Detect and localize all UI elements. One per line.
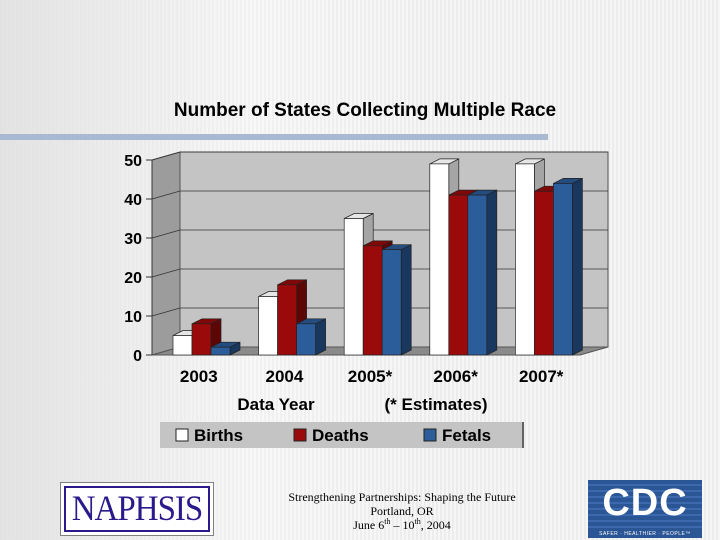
cdc-logo-tagline: SAFER · HEALTHIER · PEOPLE™ — [599, 531, 691, 537]
y-tick-label: 50 — [124, 153, 142, 170]
y-tick-label: 20 — [124, 270, 142, 287]
footer-line-2: Portland, OR — [370, 504, 434, 518]
x-axis-note: (* Estimates) — [385, 395, 488, 414]
bar-fetals-2006-side — [486, 189, 498, 356]
y-tick-label: 40 — [124, 192, 142, 209]
bar-births-2005 — [343, 218, 364, 356]
cdc-logo-text: CDC — [602, 482, 688, 524]
bar-fetals-2005-side — [400, 244, 412, 356]
bar-fetals-2007-side — [572, 177, 583, 356]
bar-fetals-2004 — [296, 323, 316, 356]
footer-caption: Strengthening Partnerships: Shaping the … — [262, 490, 542, 532]
footer-line-3: June 6th – 10th, 2004 — [353, 517, 451, 533]
bar-births-2003 — [172, 335, 193, 356]
gridline — [151, 151, 608, 161]
footer-line-1: Strengthening Partnerships: Shaping the … — [288, 490, 516, 504]
bar-deaths-2005 — [362, 245, 383, 356]
x-tick-label: 2004 — [265, 367, 303, 386]
bar-fetals-2003 — [210, 346, 231, 356]
naphsis-logo: NAPHSIS — [60, 482, 214, 536]
bar-fetals-2004-side — [315, 318, 326, 356]
bar-fetals-2006 — [467, 194, 488, 356]
bar-deaths-2007 — [534, 190, 554, 356]
legend-label-births: Births — [194, 426, 243, 445]
naphsis-logo-text: NAPHSIS — [71, 488, 204, 529]
legend-swatch-deaths — [293, 428, 307, 442]
cdc-logo: CDC SAFER · HEALTHIER · PEOPLE™ — [588, 480, 702, 538]
x-tick-label: 2006* — [433, 367, 478, 386]
plot-side-wall — [151, 151, 181, 356]
legend-swatch-fetals — [423, 428, 437, 442]
bar-deaths-2006 — [448, 194, 469, 356]
bar-fetals-2007 — [553, 183, 573, 356]
bar-births-2007 — [515, 163, 535, 356]
legend-label-fetals: Fetals — [442, 426, 491, 445]
bar-deaths-2004 — [277, 284, 297, 356]
x-tick-label: 2005* — [348, 367, 393, 386]
bar-births-2006 — [429, 163, 450, 356]
bar-fetals-2005 — [381, 249, 402, 356]
y-tick-label: 0 — [133, 348, 142, 365]
y-tick-label: 10 — [124, 309, 142, 326]
y-tick-label: 30 — [124, 231, 142, 248]
legend-swatch-births — [175, 428, 189, 442]
title-underline — [0, 134, 548, 140]
bar-births-2004 — [258, 296, 278, 356]
chart-title: Number of States Collecting Multiple Rac… — [174, 100, 556, 121]
chart: Number of States Collecting Multiple Rac… — [124, 100, 609, 448]
legend-box — [160, 422, 522, 448]
x-tick-label: 2007* — [519, 367, 564, 386]
x-tick-label: 2003 — [180, 367, 218, 386]
legend-label-deaths: Deaths — [312, 426, 369, 445]
x-axis-label: Data Year — [237, 395, 315, 414]
bar-deaths-2003 — [191, 323, 212, 356]
